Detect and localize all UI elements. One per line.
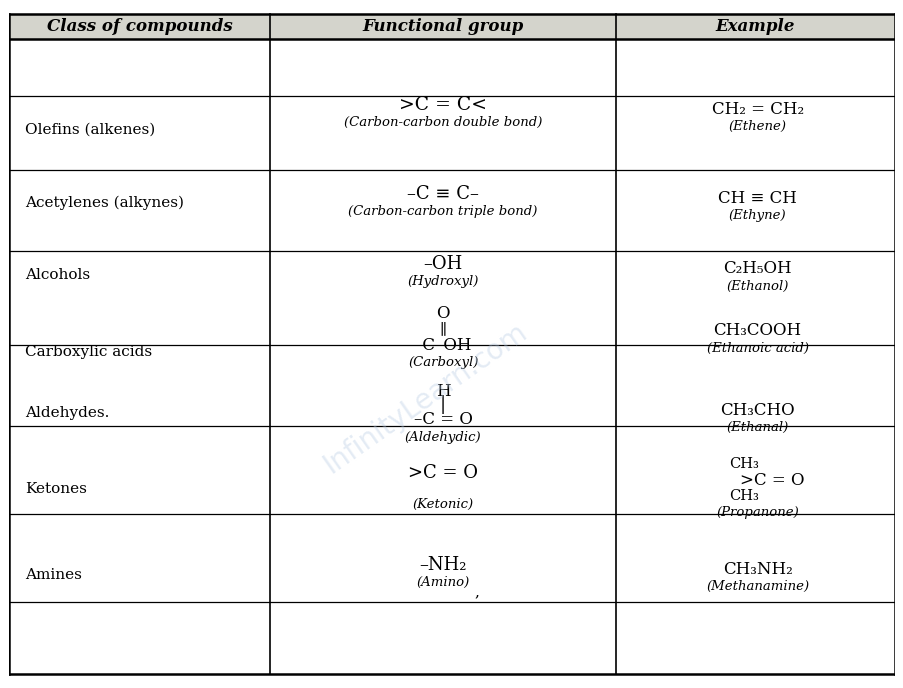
Text: ∥: ∥ <box>439 322 446 336</box>
Text: O: O <box>436 305 450 322</box>
Text: –OH: –OH <box>423 255 462 273</box>
Text: –C–OH: –C–OH <box>414 337 471 354</box>
Text: (Methanamine): (Methanamine) <box>705 580 808 593</box>
Text: Olefins (alkenes): Olefins (alkenes) <box>25 122 155 137</box>
Text: (Ketonic): (Ketonic) <box>412 498 473 511</box>
Text: InfinityLearn.com: InfinityLearn.com <box>318 317 532 479</box>
Text: >C = O: >C = O <box>407 464 478 482</box>
Text: C₂H₅OH: C₂H₅OH <box>722 260 791 277</box>
Text: (Carbon-carbon double bond): (Carbon-carbon double bond) <box>343 116 542 129</box>
Text: Acetylenes (alkynes): Acetylenes (alkynes) <box>25 195 184 210</box>
Text: (Carboxyl): (Carboxyl) <box>407 356 478 369</box>
Text: Class of compounds: Class of compounds <box>47 18 232 35</box>
Text: –C ≡ C–: –C ≡ C– <box>406 185 479 204</box>
Text: CH₃NH₂: CH₃NH₂ <box>722 561 792 578</box>
Text: –C = O: –C = O <box>414 411 472 428</box>
Text: (Ethanoic acid): (Ethanoic acid) <box>706 341 808 354</box>
Text: CH₂ = CH₂: CH₂ = CH₂ <box>711 101 803 118</box>
Text: Amines: Amines <box>25 568 82 581</box>
Text: Ketones: Ketones <box>25 482 87 496</box>
Text: (Propanone): (Propanone) <box>715 506 798 519</box>
Text: CH₃CHO: CH₃CHO <box>720 402 794 418</box>
Text: Functional group: Functional group <box>362 18 523 35</box>
Text: Alcohols: Alcohols <box>25 268 90 281</box>
Text: ,: , <box>474 585 479 599</box>
Bar <box>9 14 894 39</box>
Text: Aldehydes.: Aldehydes. <box>25 406 109 420</box>
Text: CH₃: CH₃ <box>729 457 759 471</box>
Text: (Amino): (Amino) <box>416 576 470 589</box>
Text: (Ethene): (Ethene) <box>728 120 786 133</box>
Text: |: | <box>440 395 446 414</box>
Text: CH ≡ CH: CH ≡ CH <box>717 190 796 207</box>
Text: CH₃: CH₃ <box>729 489 759 504</box>
Text: –NH₂: –NH₂ <box>419 556 466 574</box>
Text: CH₃COOH: CH₃COOH <box>712 322 801 339</box>
Text: (Ethanol): (Ethanol) <box>726 279 788 292</box>
Text: (Carbon-carbon triple bond): (Carbon-carbon triple bond) <box>348 205 537 218</box>
Text: Example: Example <box>715 18 795 35</box>
Text: >C = C<: >C = C< <box>399 96 487 114</box>
Text: >C = O: >C = O <box>740 472 804 488</box>
Text: (Ethyne): (Ethyne) <box>728 209 786 222</box>
Text: (Hydroxyl): (Hydroxyl) <box>407 275 479 288</box>
Text: Carboxylic acids: Carboxylic acids <box>25 345 152 359</box>
Text: H: H <box>435 383 450 400</box>
Text: (Aldehydic): (Aldehydic) <box>405 431 481 444</box>
Text: (Ethanal): (Ethanal) <box>726 421 788 434</box>
